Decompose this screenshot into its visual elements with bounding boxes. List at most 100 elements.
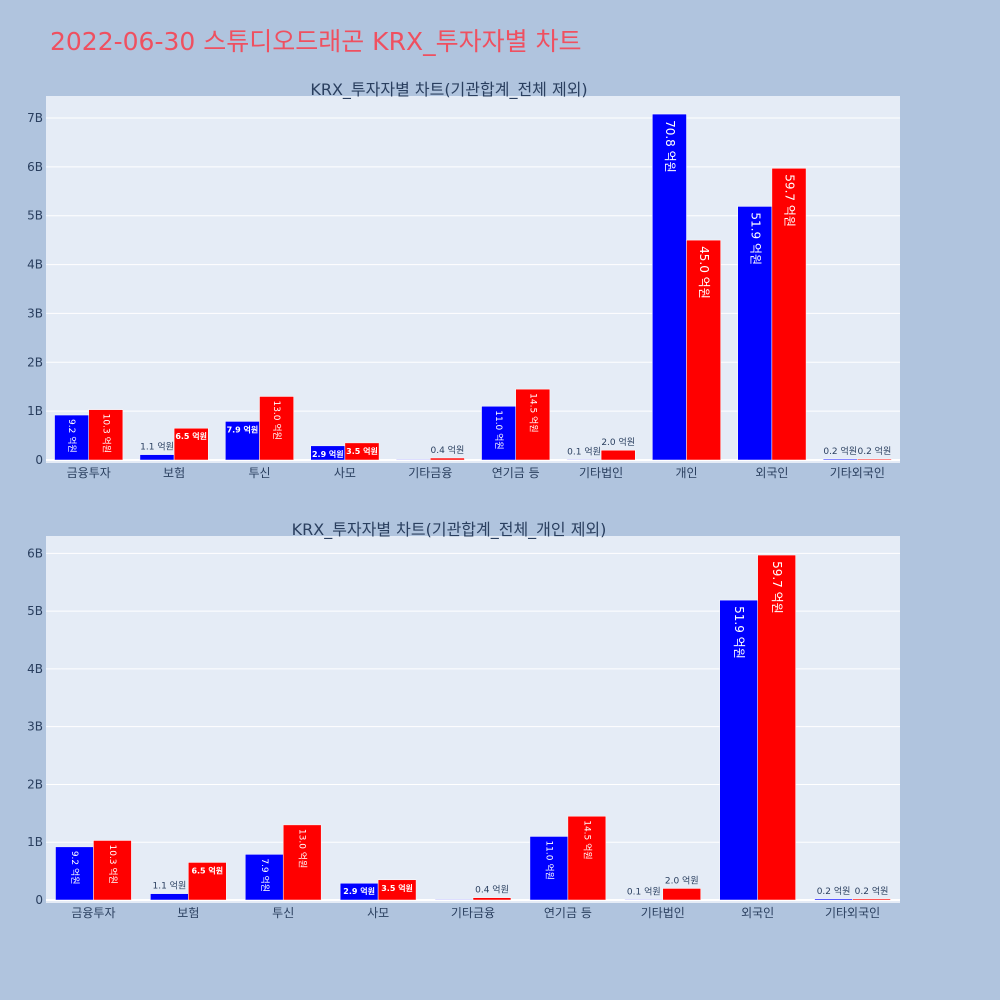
y-tick-label: 7B [27, 111, 43, 125]
x-tick-label: 금융투자 [67, 466, 111, 480]
x-tick-label: 개인 [675, 466, 697, 480]
x-tick-label: 금융투자 [71, 906, 115, 920]
y-tick-label: 6B [27, 546, 43, 560]
y-tick-label: 0 [35, 453, 43, 467]
bar [430, 457, 465, 461]
data-label: 0.2 억원 [858, 445, 892, 457]
bar [472, 897, 512, 901]
data-label: 10.3 억원 [100, 414, 112, 453]
data-label: 14.5 억원 [581, 820, 593, 859]
y-tick-label: 1B [27, 404, 43, 418]
data-label: 6.5 억원 [191, 865, 223, 875]
x-tick-label: 사모 [367, 906, 389, 920]
bar [88, 409, 124, 461]
x-tick-label: 투신 [248, 466, 270, 480]
data-label: 9.2 억원 [66, 419, 78, 453]
y-tick-label: 1B [27, 835, 43, 849]
data-label: 2.0 억원 [601, 436, 635, 448]
y-tick-label: 6B [27, 160, 43, 174]
bar [515, 388, 551, 461]
bar [662, 888, 701, 901]
bar [55, 846, 94, 901]
y-tick-label: 2B [27, 777, 43, 791]
bar [822, 458, 858, 461]
bar [757, 554, 796, 901]
y-tick-label: 3B [27, 306, 43, 320]
y-tick-label: 3B [27, 720, 43, 734]
x-tick-label: 기타금융 [408, 466, 452, 480]
y-tick-label: 4B [27, 662, 43, 676]
bar [54, 414, 89, 461]
bar [150, 893, 189, 901]
data-label: 2.0 억원 [665, 874, 699, 886]
bar [395, 459, 431, 461]
chart-investor-excluding-individual: KRX_투자자별 차트(기관합계_전체_개인 제외) 0 1B 2B 3B 4B 5B 6B 금… [27, 520, 900, 920]
x-tick-label: 기타금융 [451, 906, 495, 920]
data-label: 51.9 억원 [732, 606, 746, 659]
data-label: 13.0 억원 [271, 400, 283, 439]
x-tick-label: 연기금 등 [544, 906, 592, 920]
y-tick-label: 5B [27, 604, 43, 618]
data-label: 11.0 억원 [493, 410, 505, 449]
bar [737, 206, 773, 461]
bar [139, 454, 175, 461]
bar [857, 458, 892, 461]
y-tick-label: 0 [35, 893, 43, 907]
x-tick-label: 사모 [334, 466, 356, 480]
x-tick-label: 외국인 [741, 906, 774, 920]
page-title: 2022-06-30 스튜디오드래곤 KRX_투자자별 차트 [50, 27, 582, 56]
data-label: 14.5 억원 [527, 393, 539, 432]
bar [377, 879, 417, 901]
bar [567, 815, 607, 901]
data-label: 0.2 억원 [817, 885, 851, 897]
data-label: 0.1 억원 [567, 445, 601, 457]
bar [529, 836, 569, 901]
bar [624, 899, 664, 901]
bar [173, 427, 209, 461]
x-tick-label: 기타법인 [579, 466, 623, 480]
x-tick-label: 연기금 등 [492, 466, 540, 480]
bar [771, 168, 807, 461]
y-tick-label: 5B [27, 209, 43, 223]
bar [344, 442, 380, 461]
data-label: 59.7 억원 [770, 561, 784, 614]
data-label: 51.9 억원 [748, 212, 762, 265]
data-label: 45.0 억원 [697, 246, 711, 299]
data-label: 0.4 억원 [475, 884, 509, 896]
bar [434, 899, 474, 901]
bar [259, 396, 294, 461]
bar [719, 599, 758, 901]
bar [188, 862, 227, 901]
bar [481, 406, 516, 461]
data-label: 11.0 억원 [543, 840, 555, 879]
x-tick-label: 외국인 [755, 466, 788, 480]
data-label: 9.2 억원 [69, 851, 81, 885]
data-label: 0.2 억원 [823, 445, 857, 457]
data-label: 3.5 억원 [381, 883, 413, 893]
data-label: 0.4 억원 [431, 444, 465, 456]
data-label: 2.9 억원 [312, 449, 344, 459]
data-label: 1.1 억원 [140, 441, 174, 453]
x-tick-label: 기타외국인 [830, 466, 885, 480]
x-tick-label: 보험 [163, 466, 185, 480]
data-label: 70.8 억원 [663, 120, 677, 173]
x-tick-label: 기타법인 [641, 906, 685, 920]
data-label: 13.0 억원 [297, 829, 309, 868]
bar [600, 449, 636, 461]
bar [652, 113, 687, 461]
bar [93, 840, 132, 901]
bar [245, 854, 284, 901]
x-tick-label: 기타외국인 [825, 906, 880, 920]
data-label: 0.2 억원 [855, 885, 889, 897]
x-tick-label: 투신 [272, 906, 294, 920]
bar [686, 239, 721, 461]
data-label: 3.5 억원 [346, 446, 378, 456]
chart-investor-all: KRX_투자자별 차트(기관합계_전체 제외) 0 1B 2B 3B 4B 5B 6B 7B 금융… [27, 80, 900, 480]
bar [282, 824, 322, 901]
bar [225, 421, 260, 461]
data-label: 2.9 억원 [343, 886, 375, 896]
y-tick-label: 2B [27, 355, 43, 369]
data-label: 7.9 억원 [227, 424, 259, 434]
chart-title: KRX_투자자별 차트(기관합계_전체 제외) [310, 80, 587, 100]
bar [852, 898, 891, 901]
